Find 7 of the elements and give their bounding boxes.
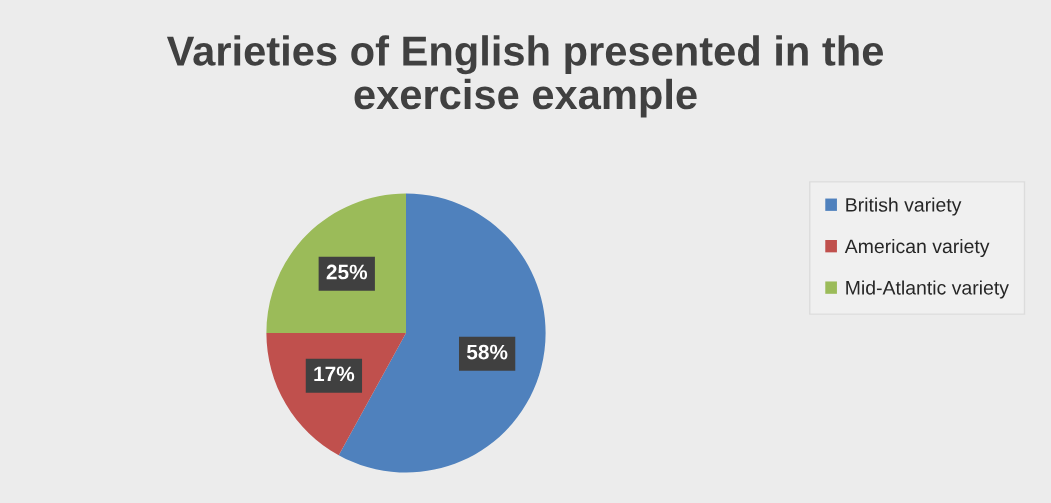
data-label: 25% <box>326 264 368 280</box>
legend-label: British variety <box>846 197 962 216</box>
data-label: 17% <box>314 366 355 382</box>
legend-label: American variety <box>844 238 990 258</box>
legend-label: Mid-Atlantic variety <box>846 280 1009 299</box>
chart-title: Varieties of English presented in the exercise example <box>166 35 883 118</box>
data-label: 58% <box>466 344 508 360</box>
